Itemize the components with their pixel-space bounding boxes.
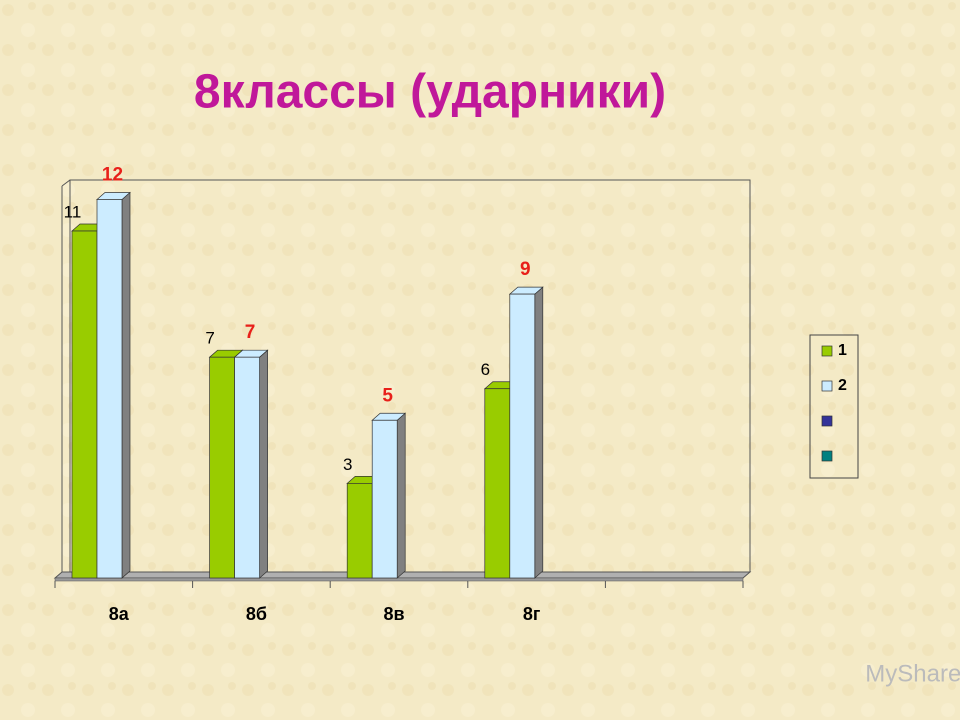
data-label: 9 bbox=[520, 259, 531, 280]
data-label: 3 bbox=[343, 455, 352, 474]
legend-swatch bbox=[821, 380, 833, 392]
bar-side bbox=[534, 286, 544, 579]
legend-label: 1 bbox=[838, 342, 847, 359]
x-tick-label: 8в bbox=[383, 604, 404, 624]
bar bbox=[71, 230, 98, 579]
data-label: 5 bbox=[382, 385, 393, 406]
bar bbox=[371, 419, 398, 579]
data-label: 6 bbox=[481, 360, 490, 379]
bar bbox=[346, 483, 373, 579]
bar bbox=[484, 388, 511, 579]
bar-side bbox=[121, 191, 131, 579]
legend-swatch bbox=[821, 415, 833, 427]
data-label: 12 bbox=[102, 164, 123, 185]
bar bbox=[509, 293, 536, 579]
side-wall bbox=[61, 179, 71, 187]
floor-edge bbox=[54, 577, 744, 582]
bar bbox=[96, 199, 123, 579]
data-label: 7 bbox=[245, 322, 256, 343]
chart-title: 8классы (ударники) bbox=[194, 66, 666, 119]
bar bbox=[234, 356, 260, 579]
watermark: MyShared bbox=[865, 660, 960, 687]
legend-box bbox=[809, 334, 859, 479]
legend-label: 2 bbox=[838, 377, 847, 394]
bar-side bbox=[396, 412, 406, 579]
data-label: 7 bbox=[205, 329, 214, 348]
x-tick-label: 8а bbox=[109, 604, 130, 624]
legend-swatch bbox=[821, 345, 833, 357]
bar bbox=[209, 356, 235, 579]
data-label: 11 bbox=[64, 202, 82, 221]
x-tick-label: 8г bbox=[523, 604, 541, 624]
legend-swatch bbox=[821, 450, 833, 462]
bar-side bbox=[259, 349, 268, 579]
x-tick-label: 8б bbox=[246, 604, 267, 624]
